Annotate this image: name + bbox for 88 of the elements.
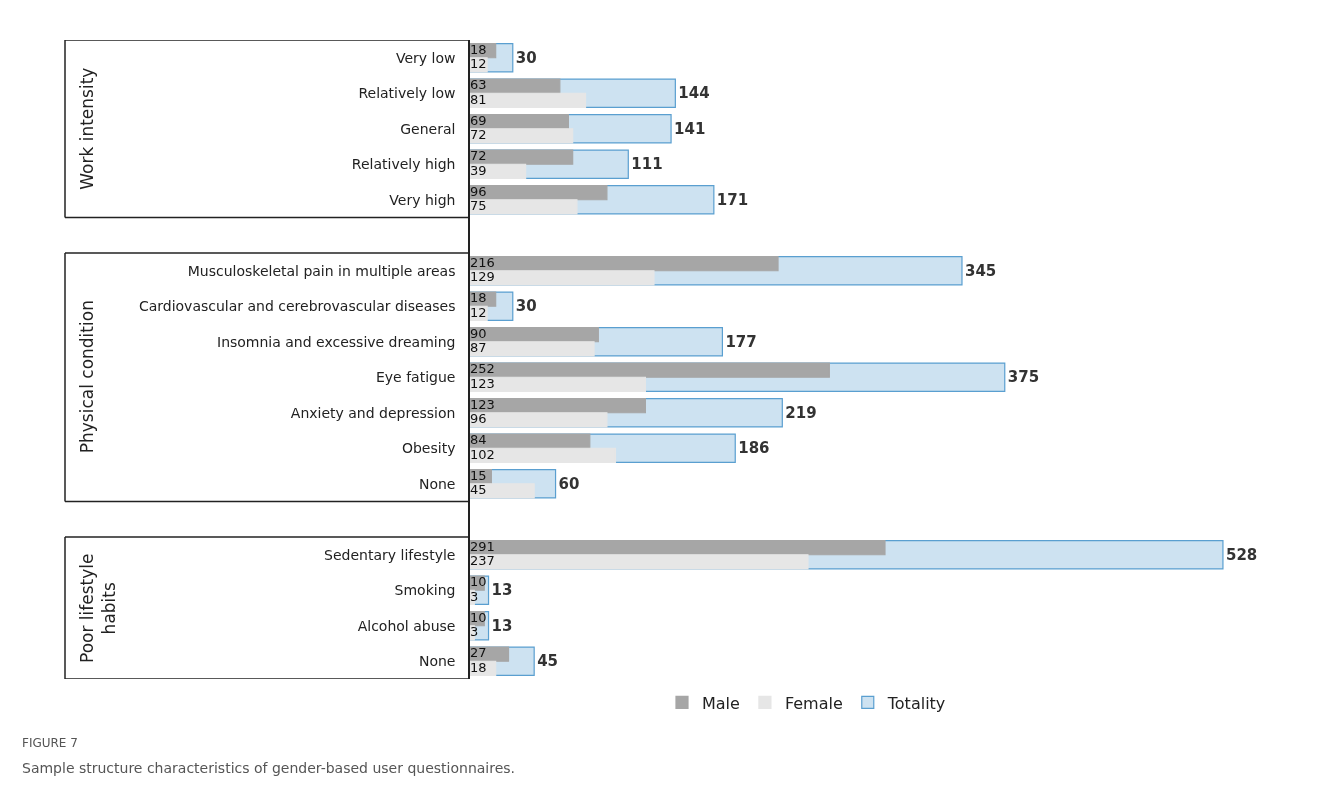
bar xyxy=(470,412,608,428)
data-label: 30 xyxy=(515,48,537,67)
y-tick-label: Anxiety and depression xyxy=(290,404,456,421)
data-label: 10 xyxy=(470,609,487,625)
data-label: 72 xyxy=(470,148,487,164)
data-label: 87 xyxy=(470,340,487,356)
data-label: 18 xyxy=(470,290,487,306)
data-label: 13 xyxy=(491,616,513,635)
y-tick-label: Sedentary lifestyle xyxy=(324,546,456,563)
legend-label: Female xyxy=(784,693,843,713)
bar xyxy=(470,92,587,109)
data-label: 345 xyxy=(964,261,997,280)
bar xyxy=(470,270,655,286)
y-tick-label: Eye fatigue xyxy=(375,369,456,386)
y-tick-label: None xyxy=(418,653,456,670)
data-label: 96 xyxy=(470,183,487,199)
data-label: 252 xyxy=(470,361,495,377)
bar xyxy=(470,433,591,449)
data-label: 45 xyxy=(470,482,487,498)
bar xyxy=(470,539,886,556)
bar xyxy=(470,483,535,499)
data-label: 84 xyxy=(470,432,487,448)
data-label: 96 xyxy=(470,411,487,427)
bar xyxy=(470,447,617,464)
bar xyxy=(470,199,578,215)
data-label: 3 xyxy=(470,588,479,604)
data-label: 45 xyxy=(537,652,559,671)
data-label: 216 xyxy=(470,254,495,270)
bar xyxy=(470,341,595,357)
text: Poor lifestyle habits xyxy=(77,553,120,663)
text: Sample structure characteristics of gender-based user questionnaires. xyxy=(22,760,516,776)
data-label: 18 xyxy=(470,41,487,57)
data-label: 15 xyxy=(470,467,487,483)
legend-label: Totality xyxy=(886,693,946,713)
data-label: 171 xyxy=(716,190,749,209)
data-label: 18 xyxy=(470,659,487,675)
data-label: 123 xyxy=(470,396,495,412)
data-label: 10 xyxy=(470,574,487,590)
y-tick-label: Insomnia and excessive dreaming xyxy=(217,333,456,350)
data-label: 144 xyxy=(678,84,710,103)
data-label: 30 xyxy=(515,297,537,316)
data-label: 177 xyxy=(725,332,757,351)
y-tick-label: None xyxy=(418,475,456,492)
y-tick-label: Alcohol abuse xyxy=(357,617,456,634)
data-label: 528 xyxy=(1225,545,1258,564)
y-tick-label: General xyxy=(400,120,456,137)
data-label: 186 xyxy=(738,439,770,458)
y-tick-label: Very low xyxy=(395,49,456,66)
bar xyxy=(470,78,561,94)
data-label: 111 xyxy=(631,155,663,174)
bar xyxy=(470,255,779,272)
bar xyxy=(470,554,809,570)
data-label: 72 xyxy=(470,127,487,143)
data-label: 75 xyxy=(470,198,487,214)
data-label: 219 xyxy=(785,403,817,422)
y-tick-label: Obesity xyxy=(401,440,456,457)
data-label: 375 xyxy=(1007,368,1040,387)
y-tick-label: Relatively high xyxy=(351,156,456,173)
data-label: 237 xyxy=(470,553,495,569)
data-label: 81 xyxy=(470,91,487,107)
data-label: 129 xyxy=(470,269,495,285)
caption: FIGURE 7 xyxy=(22,736,78,750)
data-label: 60 xyxy=(558,474,580,493)
legend-label: Male xyxy=(702,693,740,713)
bar xyxy=(470,149,574,165)
data-label: 102 xyxy=(470,446,495,462)
data-label: 90 xyxy=(470,325,487,341)
data-label: 291 xyxy=(470,538,495,554)
bar xyxy=(470,128,574,144)
data-label: 63 xyxy=(470,77,487,93)
text: Work intensity xyxy=(77,67,98,190)
data-label: 27 xyxy=(470,645,487,661)
data-label: 13 xyxy=(491,581,513,600)
y-tick-label: Relatively low xyxy=(358,85,456,102)
bar xyxy=(470,362,830,378)
y-tick-label: Very high xyxy=(389,191,456,208)
data-label: 12 xyxy=(470,56,487,72)
data-label: 123 xyxy=(470,375,495,391)
text: Physical condition xyxy=(76,300,97,454)
data-label: 39 xyxy=(470,162,487,178)
data-label: 12 xyxy=(470,304,487,320)
y-tick-label: Smoking xyxy=(394,582,456,599)
data-label: 69 xyxy=(470,112,487,128)
y-tick-label: Cardiovascular and cerebrovascular diseases xyxy=(138,298,456,315)
data-label: 3 xyxy=(470,624,479,640)
y-tick-label: Musculoskeletal pain in multiple areas xyxy=(187,262,456,279)
bar xyxy=(470,376,646,393)
data-label: 141 xyxy=(674,119,706,138)
